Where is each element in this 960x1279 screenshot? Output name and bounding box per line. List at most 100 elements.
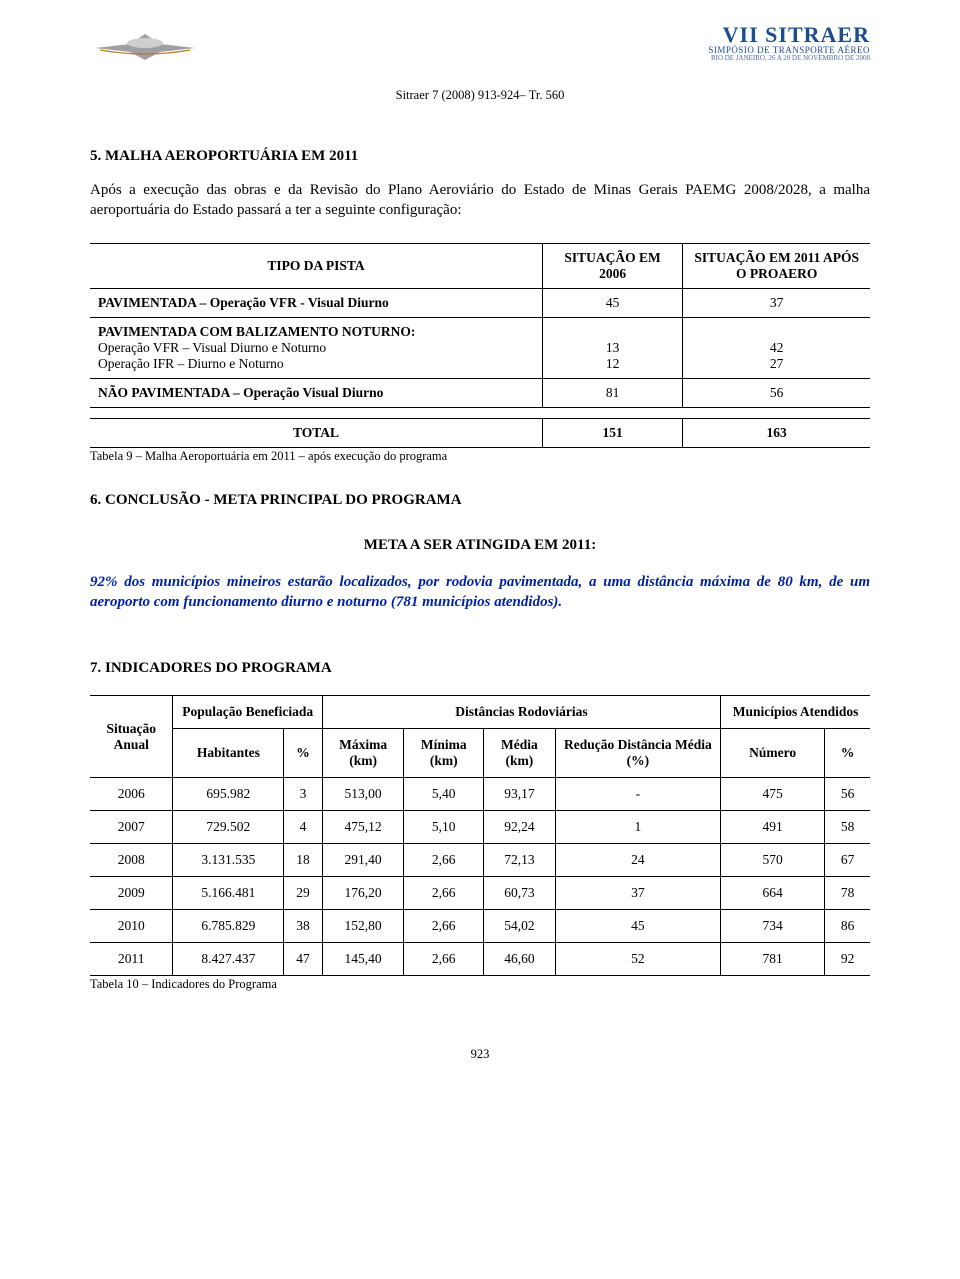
table-cell: 570	[721, 844, 825, 877]
table-cell: 2007	[90, 811, 173, 844]
h-mun: Municípios Atendidos	[721, 696, 870, 729]
table-row: 20095.166.48129176,202,6660,733766478	[90, 877, 870, 910]
table-cell: 781	[721, 943, 825, 976]
table-cell: 2,66	[404, 943, 484, 976]
section-5-paragraph: Após a execução das obras e da Revisão d…	[90, 180, 870, 221]
table-cell: 695.982	[173, 778, 284, 811]
h-dist: Distâncias Rodoviárias	[322, 696, 720, 729]
table-cell: 3.131.535	[173, 844, 284, 877]
table-cell: 67	[825, 844, 870, 877]
table-cell: 2,66	[404, 877, 484, 910]
h-situacao: Situação Anual	[90, 696, 173, 778]
table-cell: 52	[555, 943, 720, 976]
table-cell: 38	[284, 910, 323, 943]
h-max: Máxima (km)	[322, 729, 404, 778]
table-cell: 86	[825, 910, 870, 943]
table-row: 2006695.9823513,005,4093,17-47556	[90, 778, 870, 811]
table-row: 20106.785.82938152,802,6654,024573486	[90, 910, 870, 943]
table-cell: 60,73	[484, 877, 556, 910]
table-cell: 513,00	[322, 778, 404, 811]
table-indicadores-caption: Tabela 10 – Indicadores do Programa	[90, 977, 870, 992]
col-sit2011: SITUAÇÃO EM 2011 APÓS O PROAERO	[683, 243, 870, 288]
row-balizamento-vfr: Operação VFR – Visual Diurno e Noturno	[98, 340, 326, 355]
table-cell: 729.502	[173, 811, 284, 844]
table-indicadores: Situação Anual População Beneficiada Dis…	[90, 695, 870, 976]
table-cell: 54,02	[484, 910, 556, 943]
event-logo: VII SITRAER SIMPÓSIO DE TRANSPORTE AÉREO…	[708, 24, 870, 62]
row-vfr-diurno-label: PAVIMENTADA – Operação VFR - Visual Diur…	[90, 288, 542, 317]
table-cell: 93,17	[484, 778, 556, 811]
table-row: 20083.131.53518291,402,6672,132457067	[90, 844, 870, 877]
table-cell: 46,60	[484, 943, 556, 976]
table-cell: 5,10	[404, 811, 484, 844]
table-cell: 734	[721, 910, 825, 943]
baliz-vfr-2006: 13	[606, 340, 620, 355]
section-7-heading: 7. INDICADORES DO PROGRAMA	[90, 660, 870, 677]
table-cell: 29	[284, 877, 323, 910]
table-cell: 475,12	[322, 811, 404, 844]
table-cell: 47	[284, 943, 323, 976]
row-nao-pav-label: NÃO PAVIMENTADA – Operação Visual Diurno	[90, 378, 542, 407]
section-5-heading: 5. MALHA AEROPORTUÁRIA EM 2011	[90, 148, 870, 165]
table-cell: 2010	[90, 910, 173, 943]
section-6-heading: 6. CONCLUSÃO - META PRINCIPAL DO PROGRAM…	[90, 492, 870, 509]
table-cell: 45	[555, 910, 720, 943]
h-pop: População Beneficiada	[173, 696, 322, 729]
plane-icon	[90, 16, 200, 71]
table-cell: 176,20	[322, 877, 404, 910]
baliz-ifr-2011: 27	[770, 356, 784, 371]
table-cell: 3	[284, 778, 323, 811]
table-cell: 491	[721, 811, 825, 844]
table-row: 20118.427.43747145,402,6646,605278192	[90, 943, 870, 976]
table-cell: 37	[555, 877, 720, 910]
baliz-ifr-2006: 12	[606, 356, 620, 371]
h-hab: Habitantes	[173, 729, 284, 778]
table-malha-caption: Tabela 9 – Malha Aeroportuária em 2011 –…	[90, 449, 870, 464]
table-cell: 72,13	[484, 844, 556, 877]
citation: Sitraer 7 (2008) 913-924– Tr. 560	[90, 88, 870, 103]
col-sit2006: SITUAÇÃO EM 2006	[542, 243, 682, 288]
page-number: 923	[90, 1047, 870, 1062]
row-total-2011: 163	[683, 418, 870, 447]
table-malha: TIPO DA PISTA SITUAÇÃO EM 2006 SITUAÇÃO …	[90, 243, 870, 448]
table-cell: -	[555, 778, 720, 811]
table-cell: 2011	[90, 943, 173, 976]
table-cell: 145,40	[322, 943, 404, 976]
table-cell: 2006	[90, 778, 173, 811]
row-total-label: TOTAL	[90, 418, 542, 447]
logo-title: VII SITRAER	[708, 24, 870, 46]
row-vfr-diurno-2011: 37	[683, 288, 870, 317]
row-balizamento-2011: 42 27	[683, 317, 870, 378]
table-cell: 475	[721, 778, 825, 811]
row-balizamento-label: PAVIMENTADA COM BALIZAMENTO NOTURNO:	[98, 324, 415, 339]
row-nao-pav-2006: 81	[542, 378, 682, 407]
row-balizamento-ifr: Operação IFR – Diurno e Noturno	[98, 356, 284, 371]
table-cell: 1	[555, 811, 720, 844]
row-balizamento: PAVIMENTADA COM BALIZAMENTO NOTURNO: Ope…	[90, 317, 542, 378]
table-cell: 8.427.437	[173, 943, 284, 976]
table-cell: 5.166.481	[173, 877, 284, 910]
col-tipo: TIPO DA PISTA	[90, 243, 542, 288]
h-min: Mínima (km)	[404, 729, 484, 778]
table-cell: 2009	[90, 877, 173, 910]
h-pct: %	[284, 729, 323, 778]
table-cell: 6.785.829	[173, 910, 284, 943]
table-cell: 78	[825, 877, 870, 910]
baliz-vfr-2011: 42	[770, 340, 784, 355]
table-cell: 58	[825, 811, 870, 844]
h-num: Número	[721, 729, 825, 778]
table-cell: 18	[284, 844, 323, 877]
table-cell: 291,40	[322, 844, 404, 877]
table-cell: 152,80	[322, 910, 404, 943]
h-pct2: %	[825, 729, 870, 778]
logo-dates: RIO DE JANEIRO, 26 A 28 DE NOVEMBRO DE 2…	[708, 55, 870, 62]
goal-text: 92% dos municípios mineiros estarão loca…	[90, 572, 870, 613]
table-cell: 2,66	[404, 910, 484, 943]
row-total-2006: 151	[542, 418, 682, 447]
table-cell: 2008	[90, 844, 173, 877]
table-cell: 92,24	[484, 811, 556, 844]
table-cell: 2,66	[404, 844, 484, 877]
row-balizamento-2006: 13 12	[542, 317, 682, 378]
row-vfr-diurno-2006: 45	[542, 288, 682, 317]
row-nao-pav-2011: 56	[683, 378, 870, 407]
